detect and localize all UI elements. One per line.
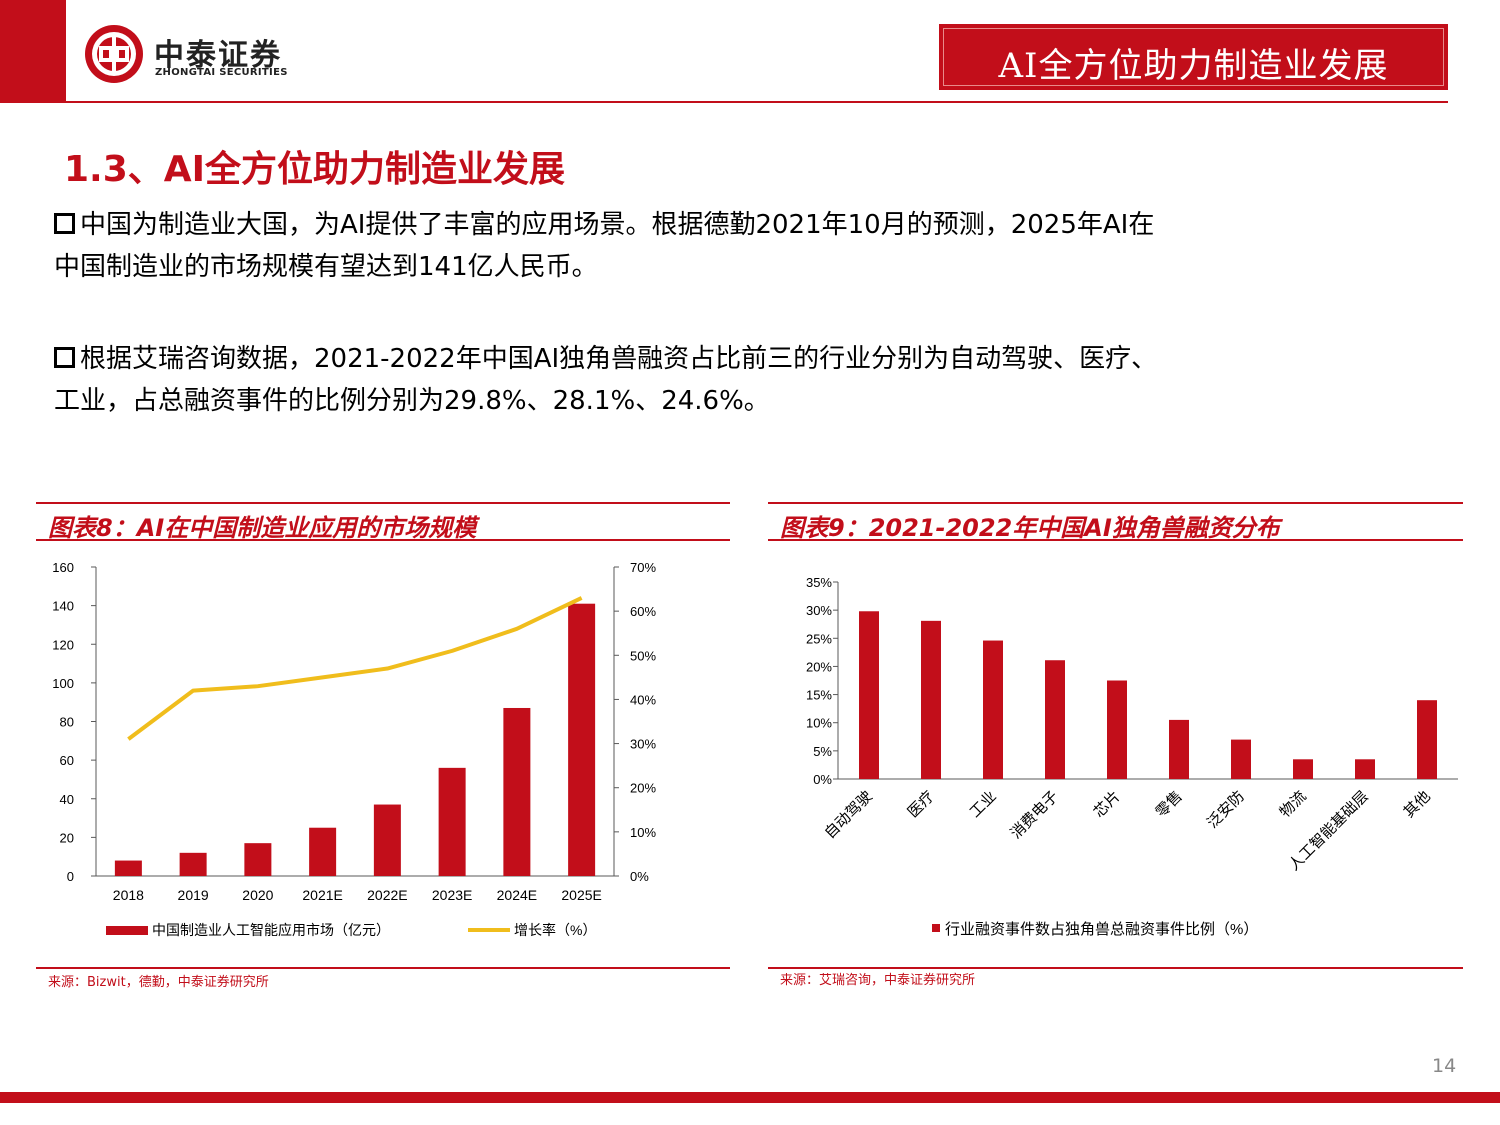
y-tick-label: 15% xyxy=(806,688,832,703)
paragraph-2: 根据艾瑞咨询数据，2021-2022年中国AI独角兽融资占比前三的行业分别为自动… xyxy=(54,338,1464,422)
chart-right-title-rule xyxy=(768,539,1463,541)
bar-芯片 xyxy=(1107,680,1127,779)
bar-物流 xyxy=(1293,759,1313,779)
paragraph-1-line-2: 中国制造业的市场规模有望达到141亿人民币。 xyxy=(54,252,598,282)
header-title: AI全方位助力制造业发展 xyxy=(998,46,1389,86)
y2-tick-label: 60% xyxy=(630,604,656,619)
legend-swatch xyxy=(932,924,940,932)
paragraph-2-line-1: 根据艾瑞咨询数据，2021-2022年中国AI独角兽融资占比前三的行业分别为自动… xyxy=(80,344,1158,374)
y-tick-label: 5% xyxy=(813,744,832,759)
unicorn-funding-chart: 0% 5% 10% 15% 20% 25% 30% 35% 自动驾驶 医疗 工业 消费电子 芯片 零售 泛安… xyxy=(806,575,1458,938)
zhongtai-logo-icon xyxy=(85,25,143,83)
bar-工业 xyxy=(983,640,1003,779)
chart-right-bottom-rule xyxy=(768,967,1463,969)
x-tick-label: 零售 xyxy=(1153,788,1186,821)
x-tick-label: 自动驾驶 xyxy=(821,788,875,842)
y2-tick-label: 70% xyxy=(630,560,656,575)
bar-其他 xyxy=(1417,700,1437,779)
bar-2024E xyxy=(503,707,531,876)
x-tick-label: 2019 xyxy=(178,887,209,903)
y-tick-label: 40 xyxy=(60,792,74,807)
header-accent-bar xyxy=(0,0,66,103)
legend-bar-swatch xyxy=(106,926,148,935)
paragraph-1-line-1: 中国为制造业大国，为AI提供了丰富的应用场景。根据德勤2021年10月的预测，2… xyxy=(80,210,1155,240)
y-tick-label: 80 xyxy=(60,715,74,730)
x-tick-label: 医疗 xyxy=(905,788,938,821)
y-tick-label: 35% xyxy=(806,575,832,590)
y-tick-label: 120 xyxy=(52,637,74,652)
x-tick-label: 其他 xyxy=(1401,788,1434,821)
y2-tick-label: 40% xyxy=(630,692,656,707)
chart-left-top-rule xyxy=(36,502,730,504)
bar-2018 xyxy=(114,860,142,876)
y2-tick-label: 10% xyxy=(630,825,656,840)
y2-tick-label: 50% xyxy=(630,648,656,663)
x-tick-label: 芯片 xyxy=(1091,788,1124,821)
x-tick-label: 2022E xyxy=(367,887,407,903)
chart-right-source: 来源：艾瑞咨询，中泰证券研究所 xyxy=(780,973,976,988)
bar-人工智能基础层 xyxy=(1355,759,1375,779)
bar-2023E xyxy=(438,767,466,876)
x-tick-label: 消费电子 xyxy=(1007,788,1061,842)
x-tick-label: 2020 xyxy=(242,887,273,903)
bar-2021E xyxy=(309,827,337,876)
y-tick-label: 100 xyxy=(52,676,74,691)
header-divider xyxy=(66,101,1448,103)
y-tick-label: 10% xyxy=(806,716,832,731)
section-title: 1.3、AI全方位助力制造业发展 xyxy=(64,149,566,190)
market-size-chart: 0 20 40 60 80 100 120 140 160 0% 10% 20% 30% 40% 50% 60… xyxy=(52,560,656,938)
growth-rate-line xyxy=(127,596,583,741)
legend-line-label: 增长率（%） xyxy=(514,922,596,938)
x-tick-label: 泛安防 xyxy=(1204,788,1248,832)
y-tick-label: 20% xyxy=(806,659,832,674)
chart-left-title: 图表8：AI在中国制造业应用的市场规模 xyxy=(48,514,477,542)
y2-tick-label: 0% xyxy=(630,869,649,884)
chart-right-title: 图表9：2021-2022年中国AI独角兽融资分布 xyxy=(780,514,1280,542)
legend-label: 行业融资事件数占独角兽总融资事件比例（%） xyxy=(945,921,1258,938)
bar-医疗 xyxy=(921,620,941,779)
header-title-box: AI全方位助力制造业发展 xyxy=(939,24,1448,90)
bar-2022E xyxy=(373,804,401,876)
bar-2025E xyxy=(568,603,596,876)
paragraph-1: 中国为制造业大国，为AI提供了丰富的应用场景。根据德勤2021年10月的预测，2… xyxy=(54,204,1464,288)
bar-2019 xyxy=(179,852,207,876)
footer-bar xyxy=(0,1092,1500,1103)
bar-消费电子 xyxy=(1045,660,1065,779)
bar-自动驾驶 xyxy=(859,611,879,779)
x-tick-label: 物流 xyxy=(1277,788,1310,821)
bar-泛安防 xyxy=(1231,739,1251,779)
x-tick-label: 2024E xyxy=(497,887,537,903)
y2-tick-label: 20% xyxy=(630,781,656,796)
bar-2020 xyxy=(244,843,272,876)
x-tick-label: 2018 xyxy=(113,887,144,903)
y-tick-label: 20 xyxy=(60,830,74,845)
x-tick-label: 工业 xyxy=(967,788,1000,821)
x-tick-label: 2021E xyxy=(302,887,342,903)
chart-left-title-rule xyxy=(36,539,730,541)
y-tick-label: 0% xyxy=(813,772,832,787)
y-tick-label: 140 xyxy=(52,599,74,614)
brand-name-en: ZHONGTAI SECURITIES xyxy=(155,67,288,78)
x-tick-label: 2025E xyxy=(561,887,601,903)
bar-零售 xyxy=(1169,719,1189,779)
chart-left-bottom-rule xyxy=(36,967,730,969)
y2-tick-label: 30% xyxy=(630,737,656,752)
checkbox-bullet-icon xyxy=(54,213,75,234)
y-tick-label: 25% xyxy=(806,631,832,646)
brand-name-cn: 中泰证券 xyxy=(154,38,282,73)
chart-right-top-rule xyxy=(768,502,1463,504)
y-tick-label: 0 xyxy=(67,869,74,884)
y-tick-label: 30% xyxy=(806,603,832,618)
chart-left-source: 来源：Bizwit，德勤，中泰证券研究所 xyxy=(48,975,269,990)
y-tick-label: 60 xyxy=(60,753,74,768)
x-tick-label: 2023E xyxy=(432,887,472,903)
checkbox-bullet-icon xyxy=(54,347,75,368)
page-number: 14 xyxy=(1432,1055,1457,1077)
legend-bar-label: 中国制造业人工智能应用市场（亿元） xyxy=(152,922,390,938)
paragraph-2-line-2: 工业，占总融资事件的比例分别为29.8%、28.1%、24.6%。 xyxy=(54,386,770,416)
y-tick-label: 160 xyxy=(52,560,74,575)
